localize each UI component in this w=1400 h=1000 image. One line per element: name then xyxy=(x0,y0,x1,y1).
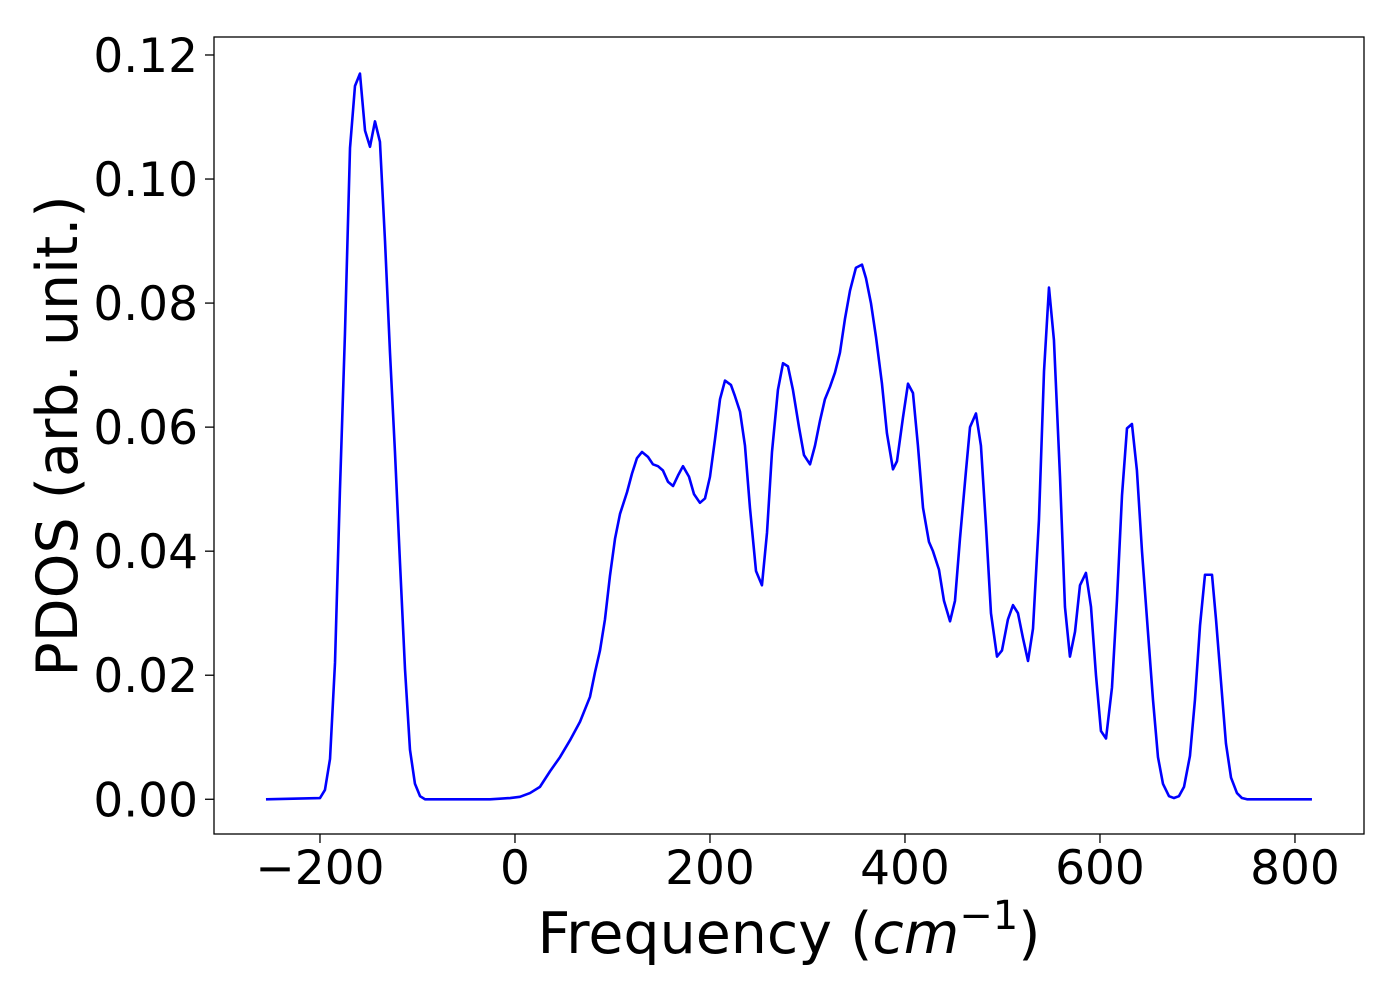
y-axis-label: PDOS (arb. unit.) xyxy=(25,195,91,676)
plot-area xyxy=(265,72,1312,801)
y-tick-label: 0.08 xyxy=(93,277,198,332)
x-label-unit: cm xyxy=(872,901,959,967)
y-tick-label: 0.04 xyxy=(93,525,198,580)
x-axis-label: Frequency (cm−1) xyxy=(538,893,1041,967)
x-tick-label: −200 xyxy=(255,841,384,896)
x-tick-label: 600 xyxy=(1055,841,1145,896)
data-line xyxy=(265,72,1312,801)
y-tick-label: 0.02 xyxy=(93,649,198,704)
x-tick-label: 200 xyxy=(665,841,755,896)
y-tick-label: 0.00 xyxy=(93,773,198,828)
x-tick-label: 0 xyxy=(500,841,530,896)
y-tick-label: 0.10 xyxy=(93,153,198,208)
x-label-close: ) xyxy=(1018,901,1040,967)
x-label-exponent: −1 xyxy=(959,893,1018,939)
axes-frame xyxy=(213,36,1365,835)
y-tick-label: 0.12 xyxy=(93,29,198,84)
y-tick-label: 0.06 xyxy=(93,401,198,456)
x-tick-label: 400 xyxy=(860,841,950,896)
x-label-text: Frequency ( xyxy=(538,901,873,967)
x-tick-label: 800 xyxy=(1250,841,1340,896)
